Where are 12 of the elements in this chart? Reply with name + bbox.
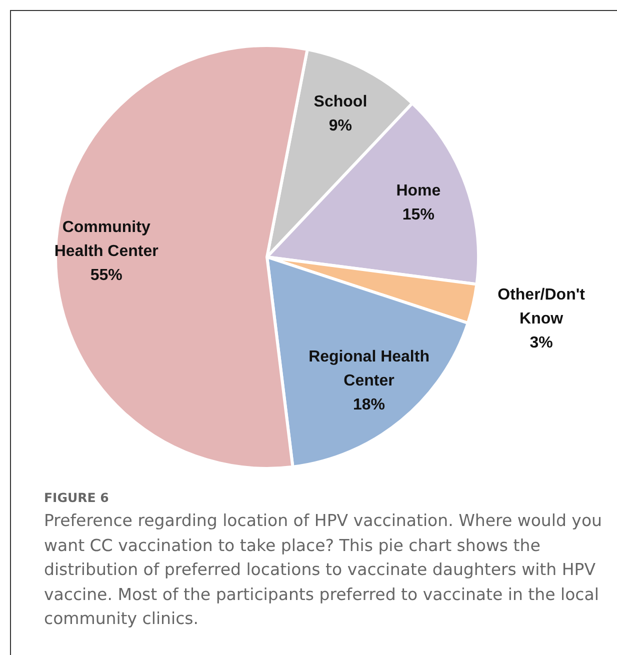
slice-label: Community Health Center (54, 218, 158, 260)
slice-label: Home (396, 182, 441, 200)
slice-label: Other/Don't Know (498, 286, 586, 328)
text: Preference regarding location of HPV vaccination. Where would you want CC vaccination to take place? This pie chart shows the distribution of preferred locations to vaccinate daughters with HPV vaccine. Most of the participants preferred to vaccinate in the local community clinics. (44, 510, 604, 630)
data-label: 15% (402, 206, 434, 224)
caption: FIGURE 6 (44, 490, 110, 505)
data-label: 18% (353, 396, 386, 414)
slice-label: School (314, 93, 368, 110)
data-label: 3% (530, 334, 553, 352)
data-label: 55% (90, 266, 122, 284)
data-label: 9% (328, 117, 352, 134)
slice-label: Regional Health Center (308, 348, 430, 390)
